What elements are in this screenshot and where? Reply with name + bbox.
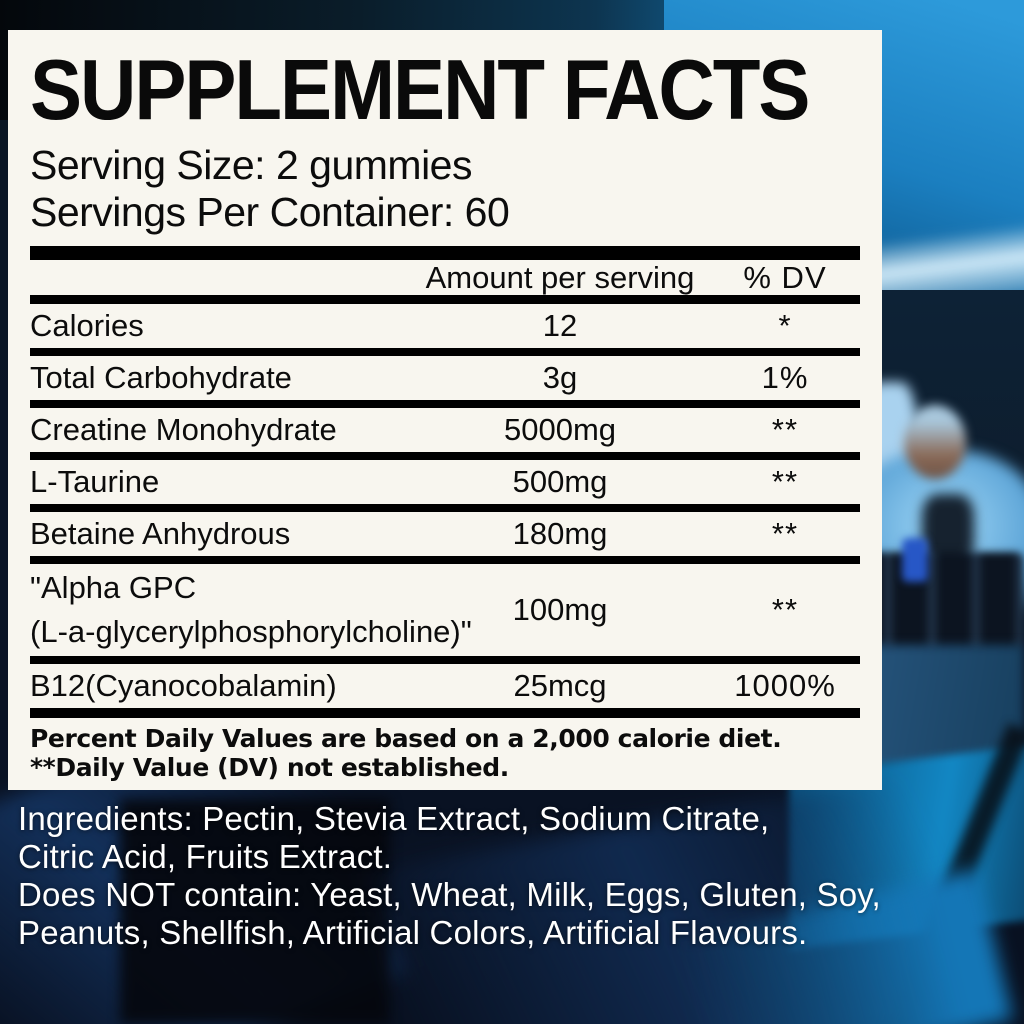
servings-label: Servings Per Container: (30, 189, 454, 235)
row-dv: 1% (761, 360, 809, 395)
row-name: L-Taurine (30, 464, 160, 499)
does-not-contain-line: Peanuts, Shellfish, Artificial Colors, A… (18, 914, 808, 951)
scientist-right-shirt (922, 494, 974, 566)
scientist-right-head (904, 405, 966, 479)
row-name: Total Carbohydrate (30, 360, 292, 395)
serving-size-line: Serving Size: 2 gummies (30, 142, 860, 189)
footnotes: Percent Daily Values are based on a 2,00… (30, 724, 860, 782)
serving-size-value: 2 gummies (275, 142, 473, 188)
table-row-b12: B12(Cyanocobalamin) 25mcg 1000% (30, 664, 860, 718)
ingredients-line: Citric Acid, Fruits Extract. (18, 838, 393, 875)
header-amount-per-serving: Amount per serving (425, 260, 695, 295)
row-dv: 1000% (734, 668, 836, 703)
row-name: Creatine Monohydrate (30, 412, 337, 447)
row-amount: 12 (542, 308, 578, 343)
row-dv: ** (771, 412, 799, 447)
table-row-creatine-monohydrate: Creatine Monohydrate 5000mg ** (30, 408, 860, 460)
row-amount: 180mg (512, 516, 608, 551)
row-name: Betaine Anhydrous (30, 516, 291, 551)
footnote-daily-values: Percent Daily Values are based on a 2,00… (30, 724, 782, 753)
serving-info: Serving Size: 2 gummies Servings Per Con… (30, 142, 860, 260)
supplement-facts-panel: SUPPLEMENT FACTS Serving Size: 2 gummies… (8, 30, 882, 790)
serving-size-label: Serving Size: (30, 142, 266, 188)
blue-bottle (902, 538, 928, 582)
row-dv: ** (771, 592, 799, 627)
row-dv: * (778, 308, 792, 343)
footnote-dv-not-established: **Daily Value (DV) not established. (30, 753, 509, 782)
table-row-l-taurine: L-Taurine 500mg ** (30, 460, 860, 512)
row-name-line2: (L-a-glycerylphosphorylcholine)" (30, 614, 472, 649)
row-amount: 100mg (512, 592, 608, 627)
row-name: B12(Cyanocobalamin) (30, 668, 337, 703)
row-amount: 5000mg (503, 412, 617, 447)
table-row-alpha-gpc: "Alpha GPC (L-a-glycerylphosphorylcholin… (30, 564, 860, 664)
servings-per-container-line: Servings Per Container: 60 (30, 189, 860, 236)
table-row-total-carbohydrate: Total Carbohydrate 3g 1% (30, 356, 860, 408)
table-row-calories: Calories 12 * (30, 304, 860, 356)
row-amount: 25mcg (513, 668, 607, 703)
servings-value: 60 (464, 189, 510, 235)
ingredients-block: Ingredients: Pectin, Stevia Extract, Sod… (18, 800, 1018, 952)
row-dv: ** (771, 516, 799, 551)
header-percent-dv: % DV (743, 260, 827, 295)
row-dv: ** (771, 464, 799, 499)
panel-title: SUPPLEMENT FACTS (30, 40, 810, 138)
facts-table-header: Amount per serving % DV (30, 260, 860, 304)
does-not-contain-line: Does NOT contain: Yeast, Wheat, Milk, Eg… (18, 876, 881, 913)
table-row-betaine-anhydrous: Betaine Anhydrous 180mg ** (30, 512, 860, 564)
row-name: "Alpha GPC (L-a-glycerylphosphorylcholin… (30, 566, 472, 654)
row-amount: 500mg (512, 464, 608, 499)
row-name: Calories (30, 308, 144, 343)
ingredients-line: Ingredients: Pectin, Stevia Extract, Sod… (18, 800, 770, 837)
row-name-line1: "Alpha GPC (30, 570, 197, 605)
row-amount: 3g (542, 360, 578, 395)
